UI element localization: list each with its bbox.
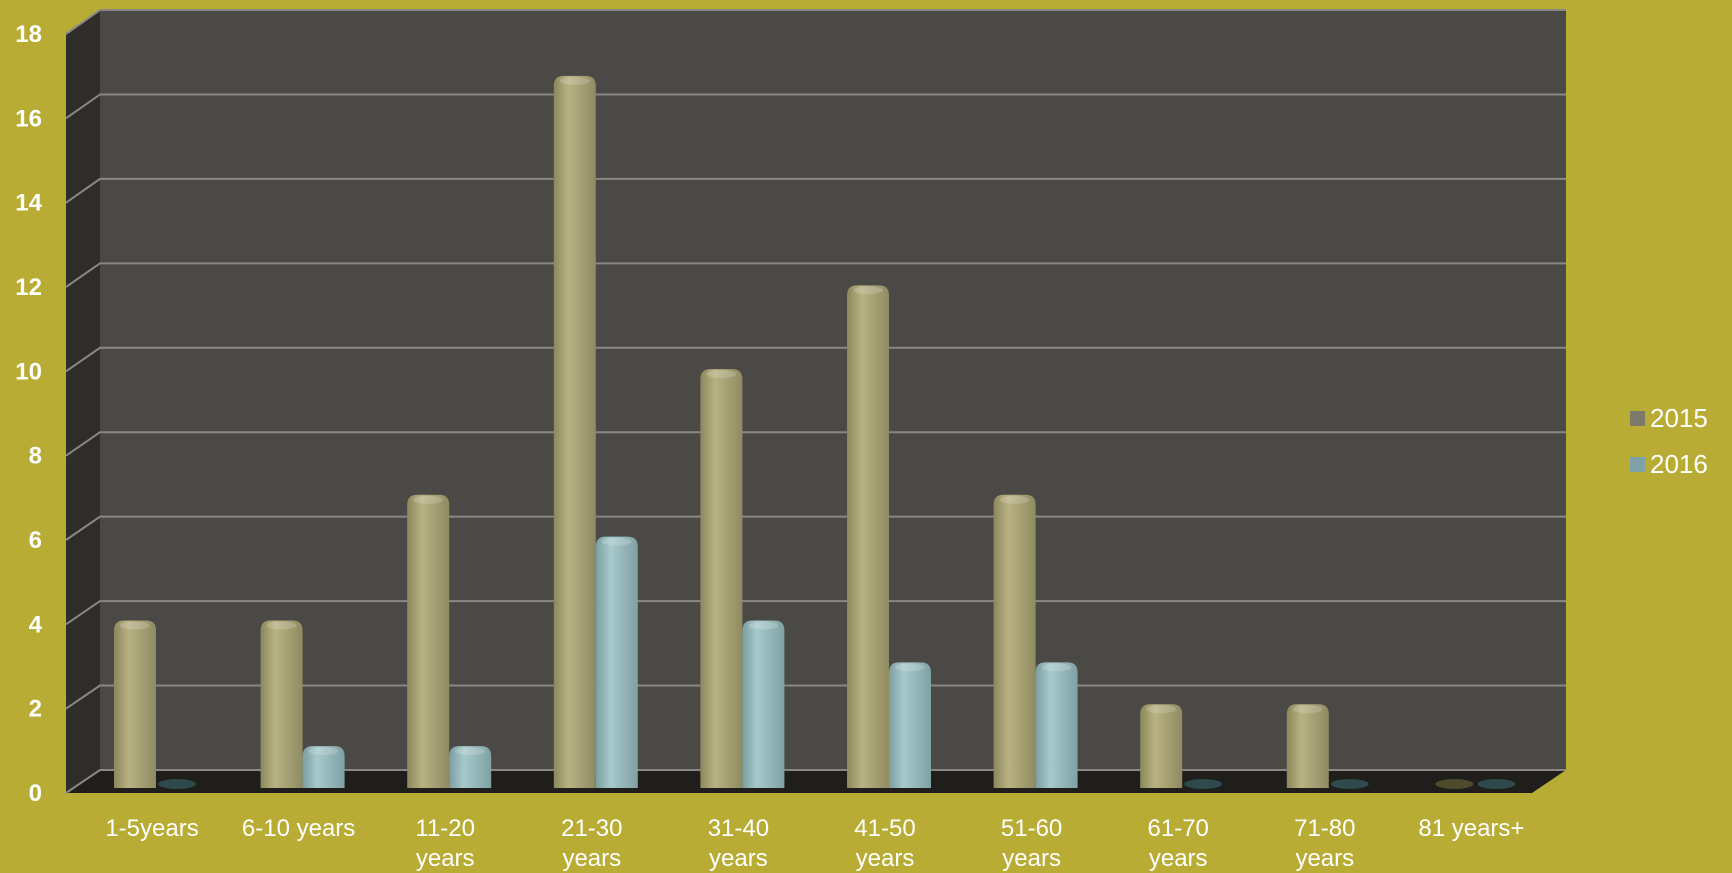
legend: 2015 2016 [1630,395,1708,487]
y-tick-label: 8 [29,443,42,470]
bar-2015-3 [553,75,596,788]
bar-cap-2016-3 [601,537,632,546]
legend-swatch-2015 [1630,410,1645,426]
y-tick-label: 18 [15,21,42,48]
gridline [65,262,1566,288]
bar-2015-2 [407,494,450,788]
y-tick-label: 14 [15,190,42,217]
bar-2015-8 [1286,704,1329,788]
legend-label-2016: 2016 [1650,448,1708,479]
x-tick-label: 21-30 years [561,815,622,872]
bar-cap-2015-7 [1146,705,1177,714]
x-tick-label: 1-5years [105,815,198,842]
bar-2016-2 [449,746,492,788]
bar-2016-5 [889,662,931,788]
bar-2016-0 [158,779,196,789]
x-tick-label: 41-50 years [854,815,915,872]
bar-cap-2016-6 [1041,663,1072,672]
gridline [65,346,1566,373]
back-wall [100,10,1566,770]
bar-2015-9 [1435,779,1474,789]
bar-2016-9 [1477,779,1516,789]
bar-cap-2015-1 [266,621,297,630]
bar-cap-2015-8 [1292,705,1323,714]
gridline [65,600,1566,626]
side-wall [66,10,100,793]
legend-swatch-2016 [1630,456,1645,472]
bar-cap-2016-5 [895,663,925,672]
x-tick-label: 51-60 years [1001,815,1062,872]
x-tick-label: 71-80 years [1294,815,1355,872]
y-tick-label: 4 [29,611,43,638]
y-tick-label: 10 [15,358,42,385]
gridline [65,515,1566,541]
bar-2016-3 [595,536,638,788]
y-tick-label: 16 [15,105,42,132]
x-tick-label: 6-10 years [242,815,355,842]
bar-2016-7 [1184,779,1223,789]
gridline [65,431,1566,457]
bar-cap-2016-2 [455,747,486,756]
x-tick-label: 31-40 years [708,815,769,872]
bar-2016-8 [1330,779,1369,789]
bar-cap-2015-2 [413,495,444,504]
bar-cap-2015-0 [120,621,150,630]
bar-cap-2015-3 [559,76,590,85]
y-tick-label: 6 [29,527,42,554]
bar-cap-2015-5 [853,286,883,295]
legend-item-2015: 2015 [1630,395,1708,441]
bar-cap-2015-6 [999,495,1030,504]
legend-label-2015: 2015 [1650,402,1708,433]
x-tick-label: 81 years+ [1418,815,1524,842]
x-tick-label: 11-20 years [415,815,475,872]
gridline [65,9,1566,35]
bar-2015-4 [700,369,743,788]
bar-cap-2016-4 [748,621,779,630]
bar-2016-1 [302,746,345,788]
bar-2016-6 [1035,662,1078,788]
y-tick-label: 2 [29,696,42,723]
bar-2015-1 [260,620,303,788]
bar-2015-7 [1140,704,1183,788]
bar-2015-6 [993,494,1036,788]
legend-item-2016: 2016 [1630,441,1708,487]
bar-2016-4 [742,620,785,788]
y-tick-label: 12 [15,274,42,301]
gridline [65,93,1566,120]
bar-2015-0 [114,620,156,788]
bar-2015-5 [847,285,889,788]
x-tick-label: 61-70 years [1148,815,1209,872]
bar-cap-2016-1 [308,747,339,756]
y-tick-label: 0 [29,780,42,807]
bar-cap-2015-4 [706,370,737,379]
gridline [65,177,1566,204]
